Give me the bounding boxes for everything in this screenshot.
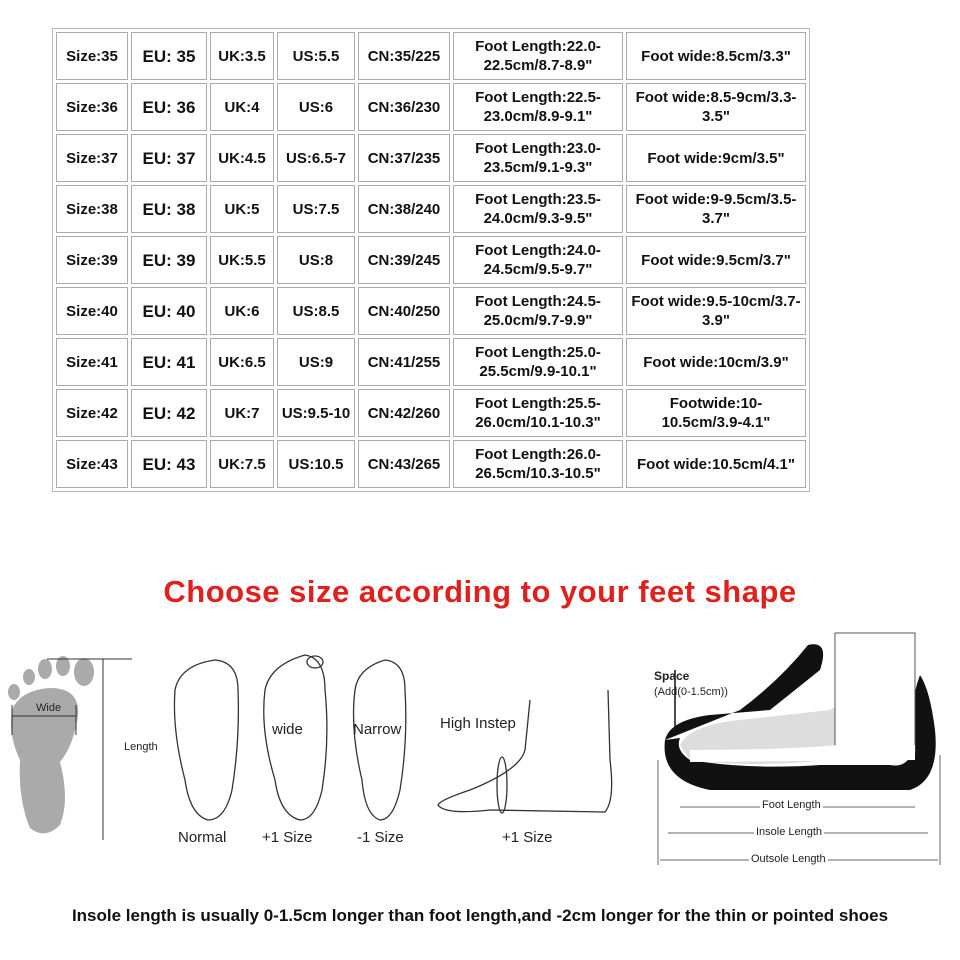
narrow-arrow-label: Narrow [353, 721, 402, 738]
table-cell: CN:42/260 [358, 389, 450, 437]
table-cell: EU: 43 [131, 440, 207, 488]
table-cell: EU: 36 [131, 83, 207, 131]
table-cell: UK:4 [210, 83, 274, 131]
table-cell: EU: 40 [131, 287, 207, 335]
table-cell: Foot wide:10.5cm/4.1" [626, 440, 806, 488]
table-cell: Foot wide:9-9.5cm/3.5-3.7" [626, 185, 806, 233]
table-cell: Size:38 [56, 185, 128, 233]
table-cell: EU: 35 [131, 32, 207, 80]
size-chart-table: Size:35 EU: 35 UK:3.5 US:5.5 CN:35/225 Foot L… [52, 28, 810, 492]
table-cell: UK:3.5 [210, 32, 274, 80]
table-cell: Size:43 [56, 440, 128, 488]
instep-size-label: +1 Size [502, 829, 553, 846]
table-cell: US:8.5 [277, 287, 355, 335]
table-cell: CN:36/230 [358, 83, 450, 131]
table-cell: Size:42 [56, 389, 128, 437]
table-cell: UK:6.5 [210, 338, 274, 386]
table-cell: US:9 [277, 338, 355, 386]
table-row: Size:39 EU: 39 UK:5.5 US:8 CN:39/245 Foot Len… [56, 236, 806, 284]
table-cell: CN:39/245 [358, 236, 450, 284]
table-cell: CN:38/240 [358, 185, 450, 233]
table-cell: Foot wide:9.5-10cm/3.7-3.9" [626, 287, 806, 335]
table-cell: EU: 39 [131, 236, 207, 284]
table-cell: UK:7.5 [210, 440, 274, 488]
table-cell: Foot Length:25.5-26.0cm/10.1-10.3" [453, 389, 623, 437]
table-cell: US:10.5 [277, 440, 355, 488]
table-cell: Footwide:10-10.5cm/3.9-4.1" [626, 389, 806, 437]
table-row: Size:38 EU: 38 UK:5 US:7.5 CN:38/240 Foot Len… [56, 185, 806, 233]
table-row: Size:35 EU: 35 UK:3.5 US:5.5 CN:35/225 Foot L… [56, 32, 806, 80]
table-row: Size:40 EU: 40 UK:6 US:8.5 CN:40/250 Foot Len… [56, 287, 806, 335]
table-cell: US:9.5-10 [277, 389, 355, 437]
wide-arrow-label: wide [272, 721, 303, 738]
headline: Choose size according to your feet shape [163, 574, 797, 609]
table-cell: CN:41/255 [358, 338, 450, 386]
table-cell: UK:4.5 [210, 134, 274, 182]
table-cell: Foot Length:24.5-25.0cm/9.7-9.9" [453, 287, 623, 335]
table-cell: Foot wide:10cm/3.9" [626, 338, 806, 386]
high-instep-label: High Instep [440, 715, 516, 732]
foot-length-label: Foot Length [760, 799, 823, 811]
foot-measure-illustration [8, 656, 132, 840]
table-row: Size:41 EU: 41 UK:6.5 US:9 CN:41/255 Foot Len… [56, 338, 806, 386]
table-cell: Foot Length:22.5-23.0cm/8.9-9.1" [453, 83, 623, 131]
table-cell: Size:37 [56, 134, 128, 182]
table-cell: US:5.5 [277, 32, 355, 80]
shoe-section-illustration [657, 632, 941, 865]
table-cell: Foot Length:23.5-24.0cm/9.3-9.5" [453, 185, 623, 233]
table-cell: Size:41 [56, 338, 128, 386]
table-cell: CN:40/250 [358, 287, 450, 335]
narrow-size-label: -1 Size [357, 829, 404, 846]
table-cell: US:6.5-7 [277, 134, 355, 182]
table-cell: Foot Length:22.0-22.5cm/8.7-8.9" [453, 32, 623, 80]
foot-outlines-illustration [173, 654, 613, 821]
table-cell: EU: 41 [131, 338, 207, 386]
normal-label: Normal [178, 829, 227, 846]
table-row: Size:43 EU: 43 UK:7.5 US:10.5 CN:43/265 Foot … [56, 440, 806, 488]
table-cell: UK:7 [210, 389, 274, 437]
table-cell: Size:39 [56, 236, 128, 284]
table-cell: Foot Length:25.0-25.5cm/9.9-10.1" [453, 338, 623, 386]
footer-note: Insole length is usually 0-1.5cm longer … [71, 906, 889, 925]
table-cell: Foot Length:24.0-24.5cm/9.5-9.7" [453, 236, 623, 284]
table-cell: Foot wide:8.5-9cm/3.3-3.5" [626, 83, 806, 131]
wide-size-label: +1 Size [262, 829, 313, 846]
table-cell: EU: 37 [131, 134, 207, 182]
table-cell: Foot wide:9.5cm/3.7" [626, 236, 806, 284]
table-cell: UK:6 [210, 287, 274, 335]
table-cell: US:6 [277, 83, 355, 131]
table-cell: Foot Length:26.0-26.5cm/10.3-10.5" [453, 440, 623, 488]
table-cell: Size:36 [56, 83, 128, 131]
table-cell: CN:43/265 [358, 440, 450, 488]
table-cell: Foot wide:9cm/3.5" [626, 134, 806, 182]
table-cell: UK:5.5 [210, 236, 274, 284]
space-add-label: (Add(0-1.5cm)) [654, 686, 728, 698]
space-label: Space [654, 669, 690, 683]
table-row: Size:36 EU: 36 UK:4 US:6 CN:36/230 Foot Lengt… [56, 83, 806, 131]
table-cell: EU: 38 [131, 185, 207, 233]
outsole-length-label: Outsole Length [749, 853, 828, 865]
wide-label: Wide [36, 702, 62, 714]
table-cell: US:7.5 [277, 185, 355, 233]
table-cell: Foot Length:23.0-23.5cm/9.1-9.3" [453, 134, 623, 182]
table-cell: Foot wide:8.5cm/3.3" [626, 32, 806, 80]
table-row: Size:42 EU: 42 UK:7 US:9.5-10 CN:42/260 Foot … [56, 389, 806, 437]
table-cell: CN:35/225 [358, 32, 450, 80]
table-cell: US:8 [277, 236, 355, 284]
table-cell: CN:37/235 [358, 134, 450, 182]
table-row: Size:37 EU: 37 UK:4.5 US:6.5-7 CN:37/235 Foot… [56, 134, 806, 182]
table-cell: EU: 42 [131, 389, 207, 437]
table-cell: Size:40 [56, 287, 128, 335]
insole-length-label: Insole Length [754, 826, 825, 838]
table-cell: Size:35 [56, 32, 128, 80]
table-cell: UK:5 [210, 185, 274, 233]
length-label: Length [124, 741, 158, 753]
